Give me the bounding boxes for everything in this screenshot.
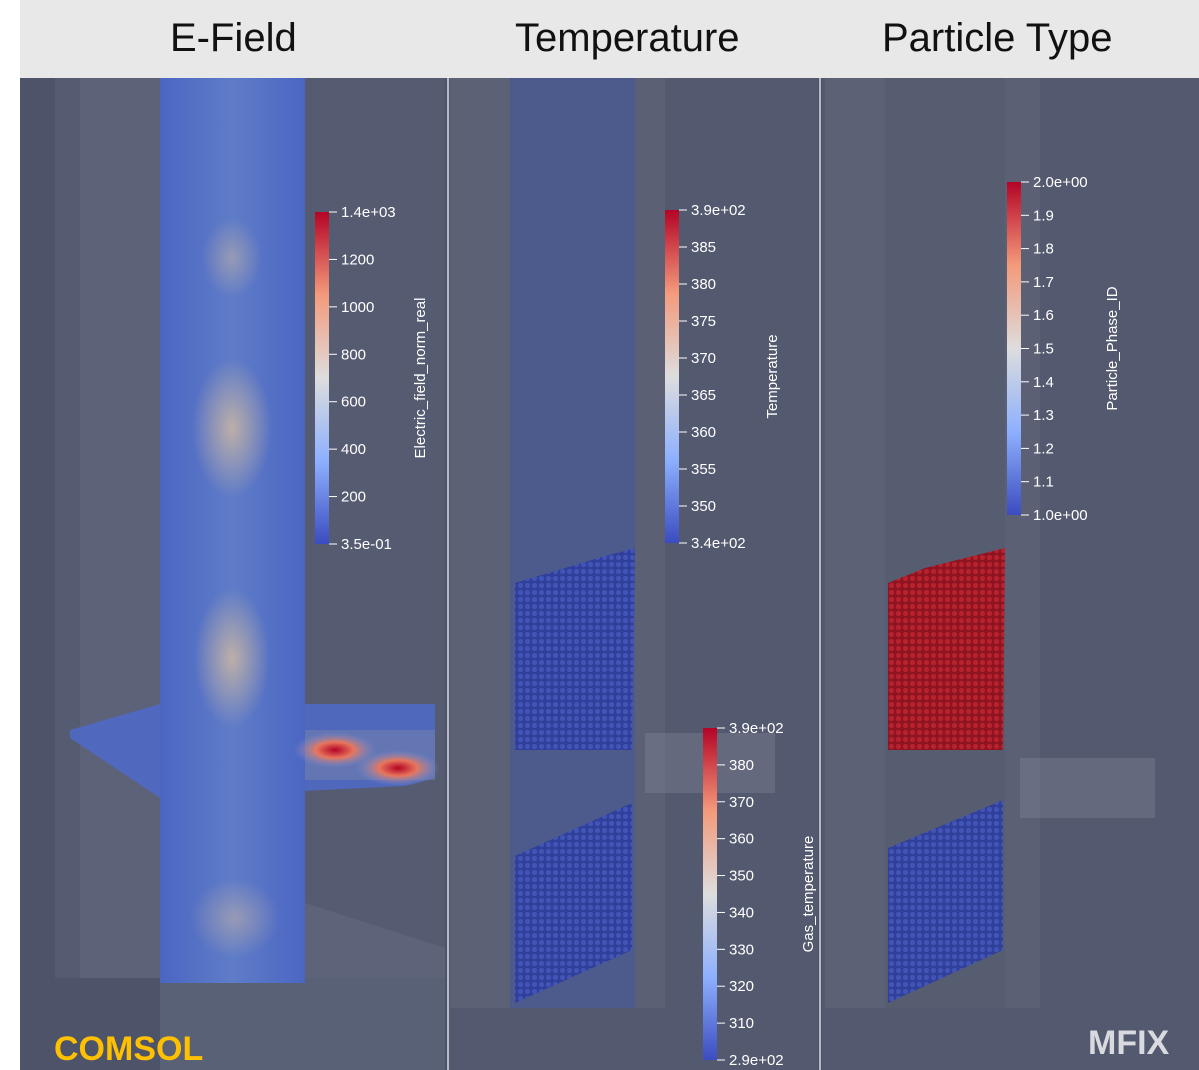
colorbar-tick-label: 370 xyxy=(691,350,716,367)
mfix-label: MFIX xyxy=(1088,1024,1170,1062)
colorbar-tick-label: 375 xyxy=(691,313,716,330)
colorbar-title: Temperature xyxy=(764,334,781,418)
colorbar-tick-label: 1.3 xyxy=(1033,407,1054,424)
colorbar-tick-label: 2.9e+02 xyxy=(729,1052,784,1069)
colorbar-tick-label: 330 xyxy=(729,941,754,958)
colorbar-tick-label: 320 xyxy=(729,978,754,995)
colorbar-tick-label: 365 xyxy=(691,387,716,404)
domain-box-side xyxy=(635,78,665,1008)
colorbar-tick-label: 360 xyxy=(691,424,716,441)
colorbar-tick-label: 1.2 xyxy=(1033,440,1054,457)
colorbar-tick-label: 1.6 xyxy=(1033,307,1054,324)
colorbar-temperature: 3.9e+02 385 380 375 370 365 360 355 350 3.4e+02 Te… xyxy=(665,202,781,552)
colorbar-gradient xyxy=(1007,182,1021,515)
colorbar-tick-label: 1.1 xyxy=(1033,474,1054,491)
particle-bed-lower-type-1 xyxy=(888,800,1003,1003)
e-field-warm-spot xyxy=(202,218,262,298)
colorbar-electric-field: 1.4e+03 1200 1000 800 600 400 200 3.5e-01 Electr… xyxy=(315,204,429,553)
colorbar-particle-phase-id: 2.0e+00 1.9 1.8 1.7 1.6 1.5 1.4 1.3 1.2 1.1 1.0e+0… xyxy=(1007,174,1121,524)
colorbar-tick-label: 355 xyxy=(691,461,716,478)
colorbar-tick-label: 3.5e-01 xyxy=(341,536,392,553)
particle-bed-upper xyxy=(515,548,635,750)
colorbar-tick-label: 310 xyxy=(729,1015,754,1032)
colorbar-tick-label: 385 xyxy=(691,239,716,256)
colorbar-tick-label: 400 xyxy=(341,441,366,458)
colorbar-tick-label: 1.0e+00 xyxy=(1033,507,1088,524)
colorbar-gradient xyxy=(665,210,679,543)
colorbar-tick-label: 800 xyxy=(341,346,366,363)
panel-title-efield: E-Field xyxy=(170,16,297,60)
outlet-duct-box xyxy=(1020,758,1155,818)
colorbar-tick-label: 1.4 xyxy=(1033,374,1054,391)
colorbar-tick-label: 370 xyxy=(729,794,754,811)
particle-bed-upper-type-2 xyxy=(888,548,1005,750)
colorbar-tick-label: 200 xyxy=(341,489,366,506)
colorbar-title: Particle_Phase_ID xyxy=(1104,286,1121,410)
colorbar-tick-label: 2.0e+00 xyxy=(1033,174,1088,191)
colorbar-gradient xyxy=(703,728,717,1060)
colorbar-tick-label: 3.9e+02 xyxy=(729,720,784,737)
domain-box-side xyxy=(450,78,510,1008)
panel-temperature xyxy=(448,78,818,1070)
panel-title-temperature: Temperature xyxy=(515,16,740,60)
e-field-vertical-slice xyxy=(160,78,305,983)
colorbar-tick-label: 1.4e+03 xyxy=(341,204,396,221)
e-field-warm-spot xyxy=(190,878,280,958)
colorbar-tick-label: 380 xyxy=(729,757,754,774)
colorbar-gas-temperature: 3.9e+02 380 370 360 350 340 330 320 310 2.9e+02 Ga… xyxy=(703,720,817,1069)
colorbar-tick-label: 1.7 xyxy=(1033,274,1054,291)
colorbar-title: Electric_field_norm_real xyxy=(412,298,429,459)
domain-box-side xyxy=(825,78,885,1008)
visualization-scene: 1.4e+03 1200 1000 800 600 400 200 3.5e-01 Electr… xyxy=(20,78,1199,1070)
e-field-hot-spot xyxy=(293,732,377,768)
colorbar-tick-label: 350 xyxy=(729,868,754,885)
e-field-hot-spot xyxy=(356,750,440,786)
colorbar-tick-label: 3.9e+02 xyxy=(691,202,746,219)
header-bar: E-Field Temperature Particle Type xyxy=(20,0,1199,78)
comsol-label: COMSOL xyxy=(54,1030,203,1068)
colorbar-tick-label: 1.5 xyxy=(1033,341,1054,358)
particle-bed-lower xyxy=(515,803,632,1003)
colorbar-tick-label: 600 xyxy=(341,394,366,411)
colorbar-tick-label: 1200 xyxy=(341,251,374,268)
colorbar-tick-label: 380 xyxy=(691,276,716,293)
panel-title-particle-type: Particle Type xyxy=(882,16,1113,60)
colorbar-tick-label: 350 xyxy=(691,498,716,515)
domain-box-side xyxy=(80,78,160,978)
colorbar-tick-label: 1.9 xyxy=(1033,207,1054,224)
colorbar-gradient xyxy=(315,212,329,544)
panel-efield xyxy=(55,78,445,1070)
e-field-warm-spot xyxy=(194,588,270,728)
colorbar-title: Gas_temperature xyxy=(800,836,817,953)
e-field-warm-spot xyxy=(192,358,272,498)
panel-particle-type xyxy=(822,78,1199,1070)
colorbar-tick-label: 3.4e+02 xyxy=(691,535,746,552)
colorbar-tick-label: 360 xyxy=(729,831,754,848)
colorbar-tick-label: 1.8 xyxy=(1033,241,1054,258)
colorbar-tick-label: 1000 xyxy=(341,299,374,316)
colorbar-tick-label: 340 xyxy=(729,904,754,921)
